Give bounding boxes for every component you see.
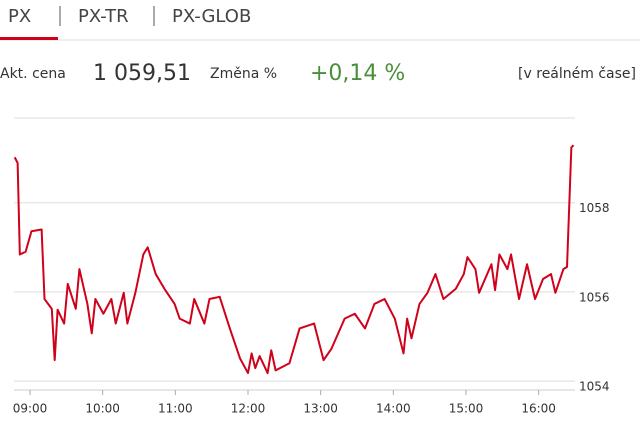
x-tick-label: 14:00	[376, 402, 411, 416]
x-tick-label: 12:00	[231, 402, 266, 416]
change: +0,14 %	[310, 61, 405, 86]
x-tick-label: 15:00	[449, 402, 484, 416]
x-tick-label: 11:00	[158, 402, 193, 416]
realtime-label: [v reálném čase]	[518, 66, 636, 82]
y-tick-label: 1054	[579, 380, 610, 394]
tab[interactable]: PX-GLOB	[172, 6, 251, 27]
x-tick-label: 09:00	[13, 402, 48, 416]
change-label: Změna %	[210, 66, 277, 82]
x-tick-label: 13:00	[303, 402, 338, 416]
x-tick-label: 10:00	[85, 402, 120, 416]
tab[interactable]: PX-TR	[78, 6, 129, 27]
tab[interactable]: PX	[8, 6, 31, 27]
active-tab-underline	[0, 37, 58, 40]
y-tick-label: 1058	[579, 201, 610, 215]
price-line	[13, 144, 575, 375]
price-label: Akt. cena	[0, 66, 66, 82]
y-tick-label: 1056	[579, 290, 610, 304]
x-tick-label: 16:00	[521, 402, 556, 416]
price: 1 059,51	[93, 61, 191, 86]
